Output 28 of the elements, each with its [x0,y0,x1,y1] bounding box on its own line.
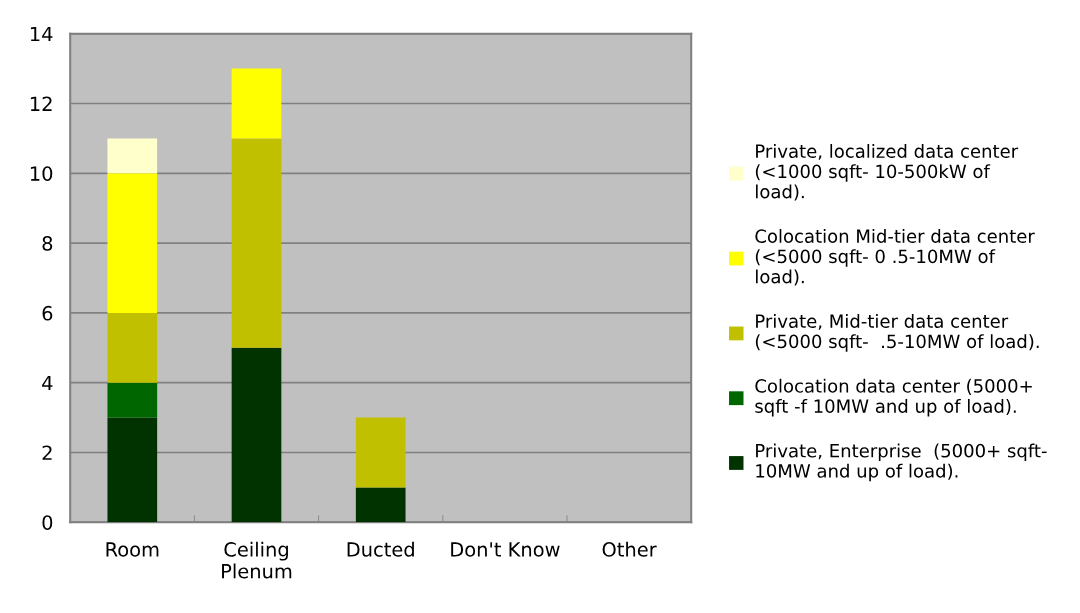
legend-label: Private, Enterprise (5000+ sqft- 10MW and up of load). [756,443,1047,482]
bar [231,138,282,348]
y-tick-label: 6 [42,305,53,321]
y-tick-label: 8 [42,236,53,251]
legend-label: Private, Mid-tier data center (<5000 sqft- .5-10MW of load). [755,314,1039,352]
y-tick-label: 0 [42,515,53,530]
bar [231,68,282,139]
y-tick-label: 10 [30,166,53,181]
bar [107,138,158,174]
bar [355,417,406,488]
bar [107,382,158,418]
x-tick-label: Room [106,542,159,557]
y-tick-label: 2 [42,445,52,460]
y-tick-label: 14 [30,26,53,42]
y-tick-label: 4 [42,375,53,391]
x-tick-label: Don't Know [451,542,560,557]
x-tick-label: Ceiling Plenum [222,541,292,579]
bar [107,173,158,313]
legend-label: Colocation data center (5000+ sqft -f 10MW and up of load). [755,378,1032,417]
bar [107,312,158,383]
legend-label: Private, localized data center (<1000 sqft- 10-500kW of load). [755,144,1019,201]
x-tick-label: Other [602,541,657,557]
x-tick-label: Ducted [347,541,414,557]
bar [355,487,406,523]
bar [107,417,158,523]
legend-label: Colocation Mid-tier data center (<5000 sqft- 0 .5-10MW of load). [755,229,1035,286]
y-tick-label: 12 [30,96,52,111]
bar [231,347,282,523]
